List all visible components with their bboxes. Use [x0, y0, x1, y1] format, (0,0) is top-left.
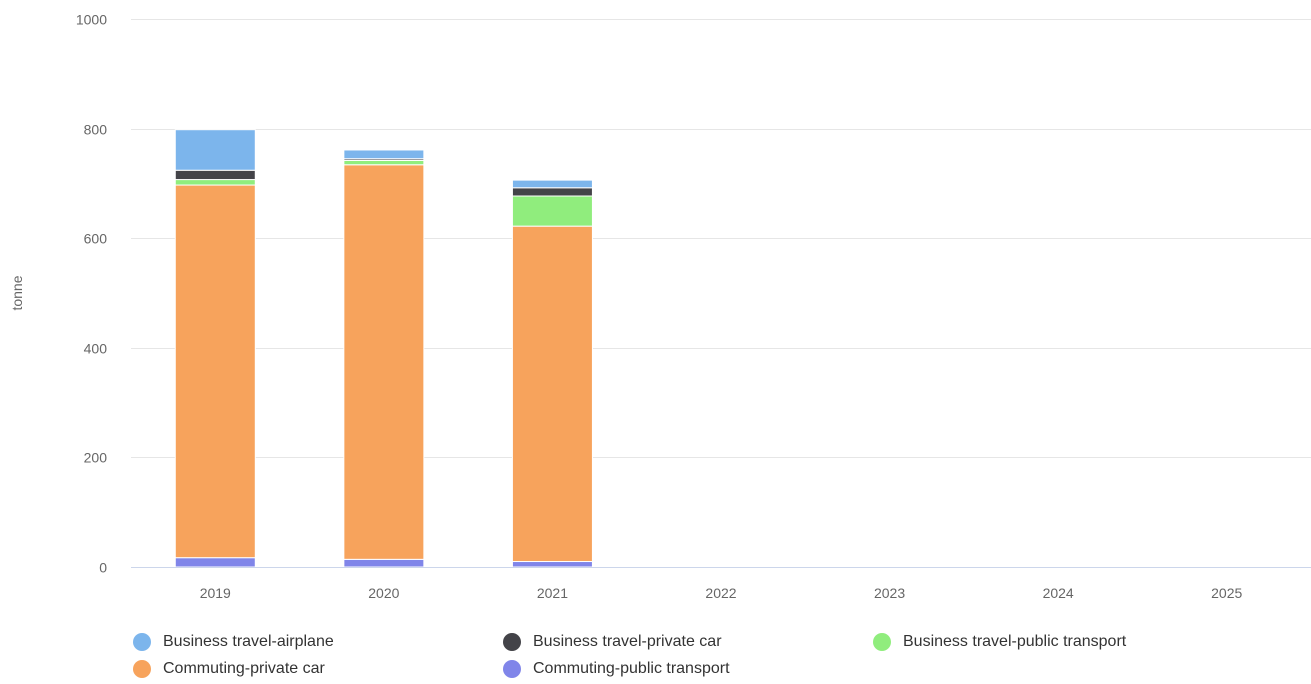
y-tick-label: 0 — [99, 560, 107, 576]
bar-segment: Commuting-public transport 2021: 10 — [511, 561, 593, 568]
chart-canvas: Commuting-public transport 2019: 17Commu… — [9, 12, 1311, 601]
legend-item[interactable]: Business travel-public transport — [873, 633, 1126, 651]
legend-item[interactable]: Business travel-airplane — [133, 633, 334, 651]
legend-swatch-icon — [873, 633, 891, 651]
y-tick-label: 800 — [84, 122, 108, 138]
bar-segment: Commuting-private car 2020: 720 — [343, 164, 425, 560]
x-tick-label: 2021 — [537, 585, 568, 601]
y-axis-title: tonne — [9, 275, 25, 310]
bar-segment: Commuting-public transport 2020: 14 — [343, 558, 425, 568]
legend-label: Business travel-private car — [533, 633, 722, 650]
bar-segment: Business travel-private car 2019: 17 — [174, 169, 256, 181]
x-tick-label: 2019 — [200, 585, 231, 601]
bar-segment: Commuting-private car 2021: 612 — [511, 225, 593, 563]
y-tick-label: 400 — [84, 341, 108, 357]
x-tick-label: 2022 — [705, 585, 736, 601]
legend-swatch-icon — [503, 660, 521, 678]
legend-label: Commuting-private car — [163, 660, 325, 677]
x-tick-label: 2023 — [874, 585, 905, 601]
legend-label: Commuting-public transport — [533, 660, 730, 677]
bar-segment: Business travel-public transport 2019: 1… — [174, 179, 256, 186]
y-tick-label: 200 — [84, 450, 108, 466]
legend-item[interactable]: Commuting-public transport — [503, 660, 730, 678]
bar-segment: Business travel-public transport 2021: 5… — [511, 195, 593, 227]
bar-segment: Business travel-airplane 2019: 74 — [174, 129, 256, 171]
legend-swatch-icon — [503, 633, 521, 651]
axes: 0 200 400 600 800 1000 2019 2020 2021 2022 2023 202… — [9, 12, 1311, 601]
x-tick-label: 2024 — [1043, 585, 1074, 601]
legend-swatch-icon — [133, 660, 151, 678]
legend-swatch-icon — [133, 633, 151, 651]
bar-segment: Business travel-public transport 2020: 8 — [343, 159, 425, 166]
bar-segment: Business travel-private car 2021: 15 — [511, 187, 593, 197]
y-tick-label: 600 — [84, 231, 108, 247]
legend-item[interactable]: Business travel-private car — [503, 633, 722, 651]
bar-segment: Business travel-airplane 2020: 16 — [343, 149, 425, 160]
x-tick-label: 2020 — [368, 585, 399, 601]
legend-label: Business travel-airplane — [163, 633, 334, 650]
gridlines — [131, 19, 1311, 458]
y-tick-label: 1000 — [76, 12, 107, 28]
bars: Commuting-public transport 2019: 17Commu… — [174, 129, 593, 568]
x-tick-label: 2025 — [1211, 585, 1242, 601]
legend-label: Business travel-public transport — [903, 633, 1127, 650]
legend-item[interactable]: Commuting-private car — [133, 660, 325, 678]
bar-segment: Commuting-public transport 2019: 17 — [174, 557, 256, 568]
bar-segment: Commuting-private car 2019: 680 — [174, 184, 256, 559]
bar-segment: Business travel-airplane 2021: 14 — [511, 179, 593, 189]
